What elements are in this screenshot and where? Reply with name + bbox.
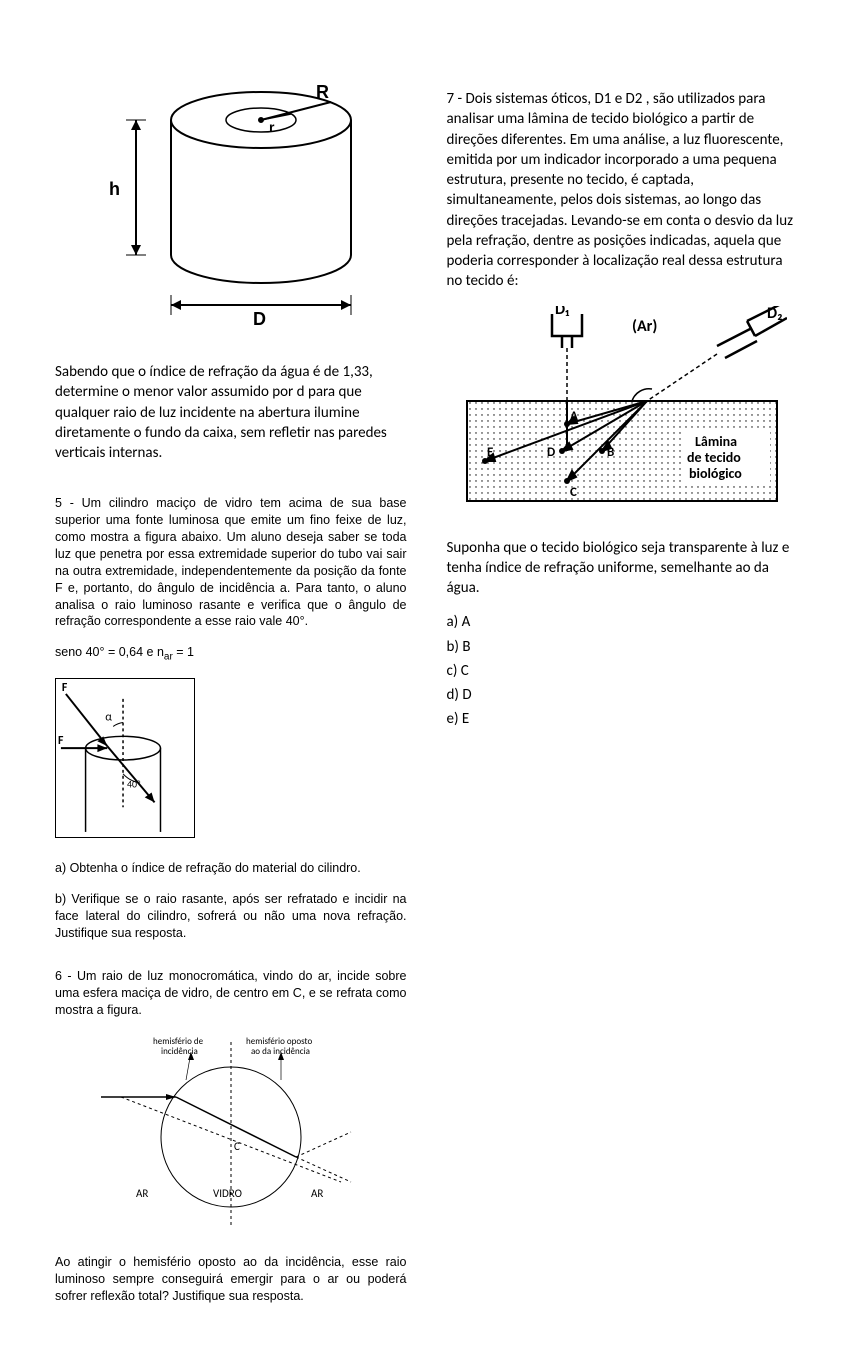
label-B: B [607, 445, 614, 460]
q7-intro-text: Dois sistemas óticos, D1 e D2 , são util… [447, 90, 794, 290]
label-D2: D₂ [767, 306, 783, 323]
label-lamina3: biológico [689, 465, 742, 482]
label-D1: D₁ [555, 306, 569, 319]
label-F1: F [62, 681, 68, 695]
label-h1: hemisfério deincidência [153, 1036, 204, 1057]
q4-figure-wrap: R r h D [55, 80, 407, 340]
q7-after: Suponha que o tecido biológico seja tran… [447, 538, 799, 599]
q5-intro-text: Um cilindro maciço de vidro tem acima de… [55, 496, 407, 628]
q6-sphere-figure: hemisfério deincidência hemisfério opost… [81, 1032, 381, 1232]
q5-figure: F F α 40° [55, 678, 195, 838]
q7-opt-b: b) B [447, 637, 799, 657]
q4-cylinder-figure: R r h D [91, 80, 371, 340]
q7-opt-c: c) C [447, 661, 799, 681]
q5-intro: 5 - Um cilindro maciço de vidro tem acim… [55, 495, 407, 630]
label-r: r [269, 119, 275, 135]
label-C: C [570, 485, 577, 500]
label-A: A [570, 409, 578, 424]
label-lamina1: Lâmina [695, 433, 737, 450]
q7-tissue-figure: D₁ (Ar) D₂ A E D B C Lâmina de tecido bi… [457, 306, 787, 516]
label-40: 40° [127, 779, 141, 791]
label-alpha: α [105, 711, 112, 725]
q6-intro-text: Um raio de luz monocromática, vindo do a… [55, 969, 407, 1017]
q7-opt-a: a) A [447, 612, 799, 632]
label-D: D [547, 445, 555, 460]
q5-given: seno 40° = 0,64 e nar = 1 [55, 644, 407, 664]
label-AR1: AR [136, 1187, 148, 1200]
q7-figure-wrap: D₁ (Ar) D₂ A E D B C Lâmina de tecido bi… [447, 306, 799, 516]
label-VIDRO: VIDRO [213, 1187, 242, 1200]
label-D: D [253, 309, 266, 329]
q6-figure-wrap: hemisfério deincidência hemisfério opost… [55, 1032, 407, 1232]
q7-opt-e: e) E [447, 709, 799, 729]
label-F2: F [58, 734, 64, 748]
q7-number: 7 - [447, 90, 466, 108]
q6-intro: 6 - Um raio de luz monocromática, vindo … [55, 968, 407, 1019]
label-Ar: (Ar) [632, 317, 657, 336]
label-h: h [109, 179, 120, 199]
q5-b: b) Verifique se o raio rasante, após ser… [55, 891, 407, 942]
q5-figure-wrap: F F α 40° [55, 678, 407, 838]
label-E: E [487, 445, 493, 460]
q7-opt-d: d) D [447, 685, 799, 705]
label-C: C [234, 1140, 240, 1153]
label-R: R [316, 82, 329, 102]
q4-text: Sabendo que o índice de refração da água… [55, 362, 407, 463]
label-lamina2: de tecido [687, 449, 741, 466]
q5-number: 5 - [55, 496, 82, 510]
q5-a: a) Obtenha o índice de refração do mater… [55, 860, 407, 877]
label-AR2: AR [311, 1187, 323, 1200]
label-h2: hemisfério opostoao da incidência [246, 1036, 312, 1057]
q6-number: 6 - [55, 969, 77, 983]
q6-after: Ao atingir o hemisfério oposto ao da inc… [55, 1254, 407, 1305]
q7-intro: 7 - Dois sistemas óticos, D1 e D2 , são … [447, 89, 799, 292]
